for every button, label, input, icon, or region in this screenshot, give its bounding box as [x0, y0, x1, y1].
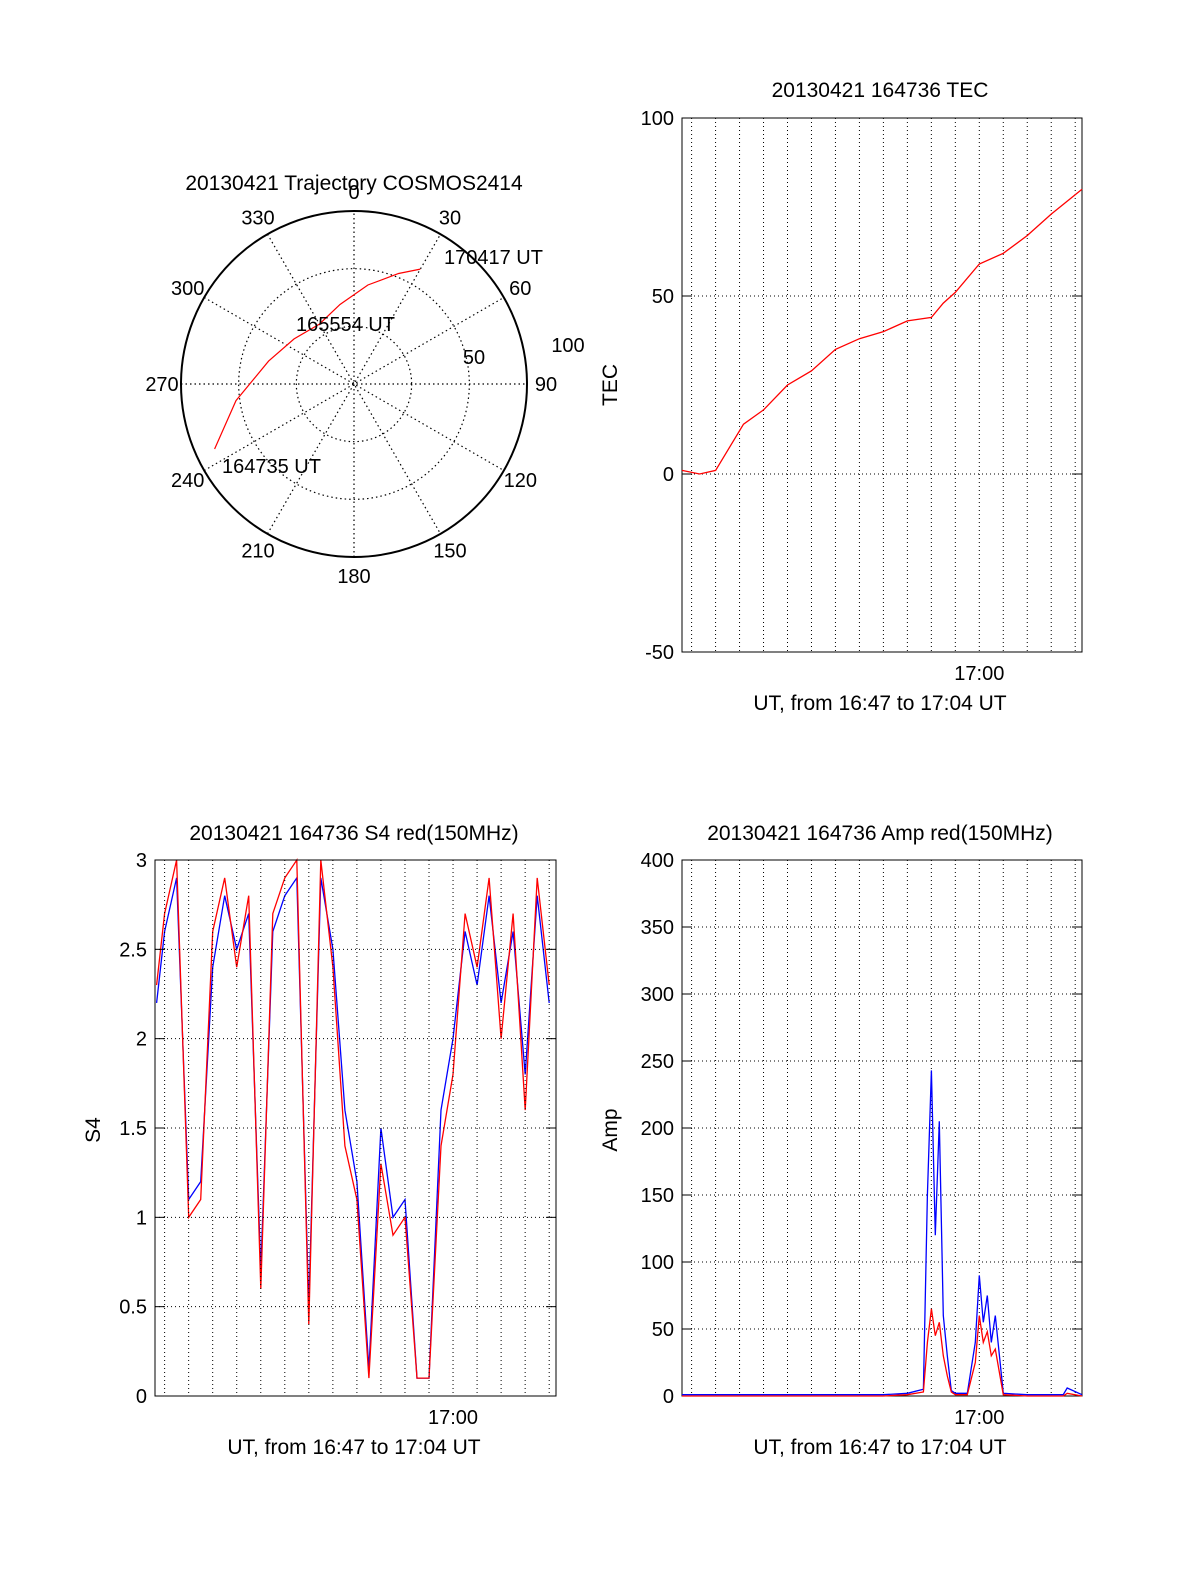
amp-ticks: 0 50 100 150 200 250 300 350 400 17:00 — [641, 850, 1082, 1429]
s4-ytick-label: 2 — [136, 1029, 147, 1051]
amp-ytick-label: 100 — [641, 1252, 674, 1274]
polar-azimuth-label: 300 — [171, 278, 204, 300]
tec-ticks: -50 0 50 100 17:00 — [641, 108, 1082, 685]
tec-ylabel: TEC — [599, 364, 622, 406]
amp-series-line-2 — [682, 1308, 1083, 1397]
s4-ytick-label: 0.5 — [119, 1297, 147, 1319]
polar-azimuth-label: 30 — [439, 208, 461, 230]
polar-title: 20130421 Trajectory COSMOS2414 — [185, 172, 523, 195]
s4-series-line-1 — [155, 875, 550, 1379]
tec-xlabel: UT, from 16:47 to 17:04 UT — [753, 692, 1006, 715]
polar-grid — [180, 210, 528, 558]
s4-ytick-label: 2.5 — [119, 939, 147, 961]
s4-series-line-2 — [155, 857, 550, 1379]
amp-series — [682, 1070, 1083, 1397]
amp-series-line-1 — [682, 1070, 1083, 1396]
s4-ytick-label: 1 — [136, 1207, 147, 1229]
s4-xlabel: UT, from 16:47 to 17:04 UT — [227, 1436, 480, 1459]
amp-ytick-label: 150 — [641, 1185, 674, 1207]
amp-ytick-label: 50 — [652, 1319, 674, 1341]
trajectory-label-start: 164735 UT — [222, 456, 321, 478]
polar-azimuth-label: 330 — [241, 208, 274, 230]
tec-panel: 20130421 164736 TEC -50 0 50 100 17:00 TEC U… — [599, 79, 1083, 715]
amp-xtick-label: 17:00 — [954, 1407, 1004, 1429]
s4-grid — [155, 860, 556, 1396]
polar-radial-label-100: 100 — [551, 335, 584, 357]
tec-series — [681, 188, 1083, 475]
polar-azimuth-label: 210 — [241, 540, 274, 562]
amp-ytick-label: 300 — [641, 984, 674, 1006]
polar-radial-label-50: 50 — [463, 347, 485, 369]
tec-ytick-label: 100 — [641, 108, 674, 130]
amp-xlabel: UT, from 16:47 to 17:04 UT — [753, 1436, 1006, 1459]
tec-title: 20130421 164736 TEC — [772, 79, 989, 102]
tec-series-line-1 — [681, 188, 1083, 475]
polar-azimuth-label: 240 — [171, 470, 204, 492]
amp-ytick-label: 350 — [641, 917, 674, 939]
s4-ticks: 0 0.5 1 1.5 2 2.5 3 17:00 — [119, 850, 556, 1429]
amp-ytick-label: 200 — [641, 1118, 674, 1140]
polar-spoke-60 — [203, 296, 505, 472]
polar-ring-2 — [295, 325, 413, 443]
s4-series — [155, 857, 550, 1379]
polar-azimuth-labels: 0 30 60 90 120 150 180 210 240 270 300 330 — [145, 182, 557, 588]
polar-panel: 20130421 Trajectory COSMOS2414 0 30 60 90 12… — [145, 172, 584, 588]
polar-spoke-150 — [266, 233, 442, 535]
polar-azimuth-label: 90 — [535, 374, 557, 396]
tec-frame — [681, 117, 1083, 653]
tec-ytick-label: 50 — [652, 286, 674, 308]
trajectory-line — [214, 268, 421, 450]
tec-ytick-label: -50 — [645, 642, 674, 664]
s4-panel: 20130421 164736 S4 red(150MHz) 0 0.5 1 1.5 2… — [82, 822, 557, 1459]
s4-title: 20130421 164736 S4 red(150MHz) — [189, 822, 518, 845]
polar-azimuth-label: 60 — [509, 278, 531, 300]
polar-azimuth-label: 270 — [145, 374, 178, 396]
polar-azimuth-label: 0 — [348, 182, 359, 204]
s4-xtick-label: 17:00 — [428, 1407, 478, 1429]
s4-ytick-label: 0 — [136, 1386, 147, 1408]
polar-azimuth-label: 180 — [337, 566, 370, 588]
s4-ytick-label: 3 — [136, 850, 147, 872]
s4-ylabel: S4 — [82, 1117, 105, 1143]
polar-spoke-30 — [266, 233, 442, 535]
tec-ytick-label: 0 — [663, 464, 674, 486]
polar-azimuth-label: 150 — [433, 540, 466, 562]
amp-ylabel: Amp — [599, 1108, 622, 1151]
trajectory-label-mid: 165554 UT — [296, 314, 395, 336]
trajectory-label-end: 170417 UT — [444, 247, 543, 269]
amp-ytick-label: 250 — [641, 1051, 674, 1073]
polar-spoke-120 — [203, 296, 505, 472]
amp-grid — [682, 860, 1082, 1396]
amp-title: 20130421 164736 Amp red(150MHz) — [707, 822, 1053, 845]
amp-panel: 20130421 164736 Amp red(150MHz) 0 50 100 15… — [599, 822, 1083, 1459]
tec-xtick-label: 17:00 — [954, 663, 1004, 685]
amp-ytick-label: 0 — [663, 1386, 674, 1408]
tec-grid — [682, 118, 1082, 652]
amp-ytick-label: 400 — [641, 850, 674, 872]
polar-azimuth-label: 120 — [504, 470, 537, 492]
s4-ytick-label: 1.5 — [119, 1118, 147, 1140]
